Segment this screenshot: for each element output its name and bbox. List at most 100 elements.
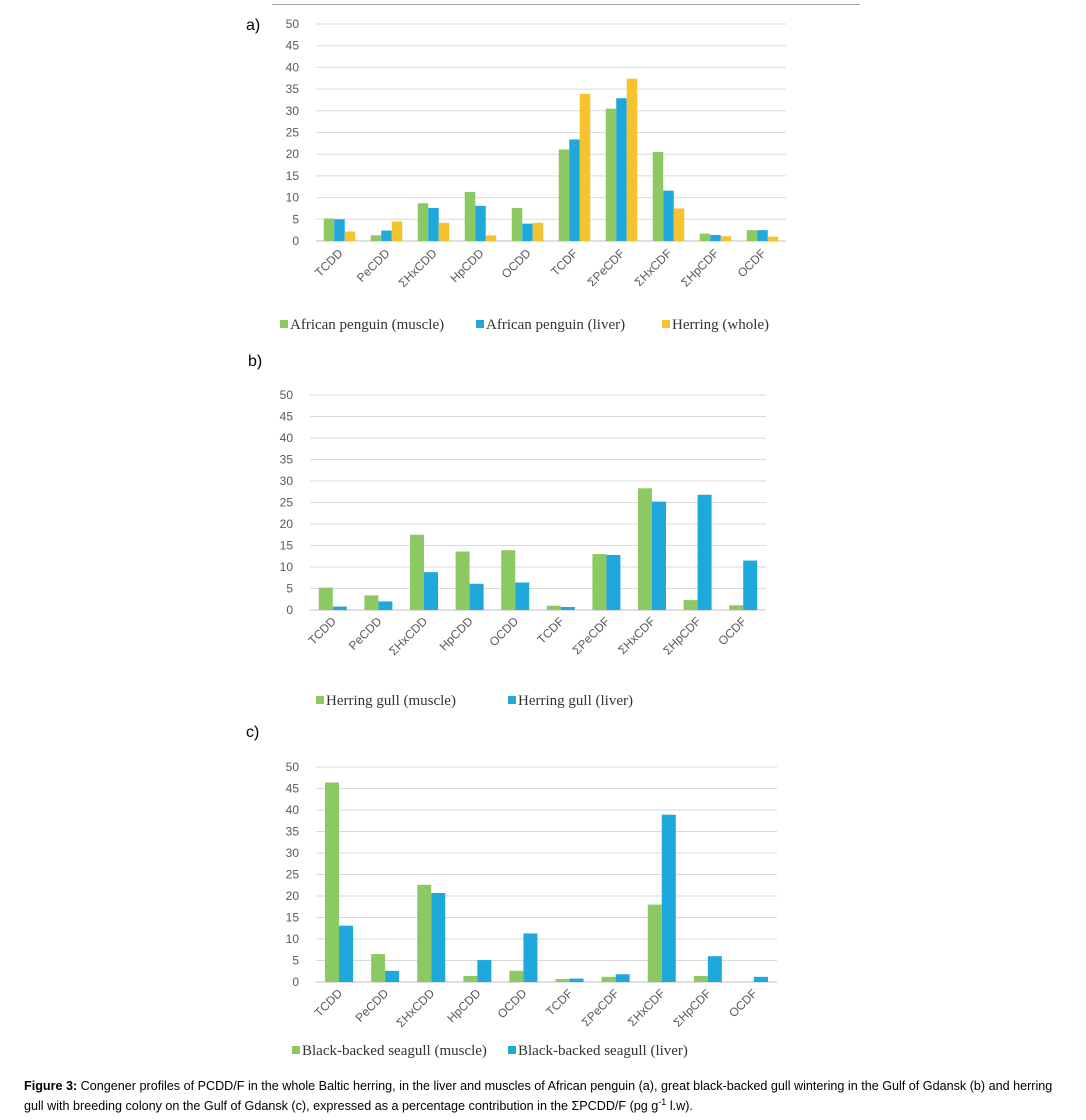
- chart-panel-1: a) 0 5 10 15 20 25 30 35 40 45 50 TCDD PeCDD ΣHxCDD HpC…: [246, 17, 786, 333]
- bar-ΣHpCDF-1: [693, 975, 708, 982]
- y-tick-label: 0: [292, 975, 299, 989]
- y-tick-label: 25: [286, 126, 300, 140]
- bar-OCDF-2: [743, 560, 758, 610]
- bar-OCDD-1: [509, 970, 524, 982]
- bar-OCDD-2: [515, 582, 530, 610]
- bar-ΣHxCDF-1: [638, 488, 652, 610]
- y-tick-label: 0: [286, 603, 293, 617]
- bar-HpCDD-1: [464, 191, 476, 241]
- bar-ΣPeCDF-1: [592, 554, 607, 610]
- bar-ΣPeCDF-3: [626, 78, 638, 242]
- bar-ΣHpCDF-2: [697, 494, 712, 610]
- x-tick-label: OCDF: [735, 246, 769, 280]
- bar-TCDF-1: [546, 605, 561, 610]
- bar-ΣHxCDD-3: [438, 222, 450, 241]
- bar-HpCDD-3: [485, 235, 497, 241]
- x-tick-label: PeCDD: [346, 614, 385, 653]
- bar-OCDF-3: [767, 236, 779, 241]
- y-tick-label: 15: [280, 539, 294, 553]
- legend-swatch: [508, 696, 516, 704]
- bar-OCDD-2: [523, 933, 538, 982]
- x-tick-label: ΣHpCDF: [671, 986, 714, 1029]
- bar-TCDD-2: [332, 606, 347, 610]
- x-tick-label: ΣHxCDD: [393, 986, 437, 1030]
- x-tick-label: ΣPeCDF: [570, 614, 613, 657]
- x-tick-label: ΣHxCDD: [386, 614, 430, 658]
- bar-ΣHxCDD-1: [417, 203, 429, 241]
- y-tick-label: 45: [286, 782, 300, 796]
- caption-text-end: l.w).: [666, 1099, 693, 1114]
- y-tick-label: 35: [280, 453, 294, 467]
- bar-OCDF-1: [729, 605, 744, 610]
- chart-panel-2: b) 0 5 10 15 20 25 30 35 40 45 50 TCDD PeCDD ΣHxCDD HpC…: [248, 353, 766, 709]
- bar-OCDD-2: [522, 223, 533, 241]
- bar-TCDD-3: [344, 231, 356, 241]
- y-tick-label: 25: [286, 868, 300, 882]
- panel-label: b): [248, 353, 262, 370]
- x-tick-label: TCDD: [312, 246, 346, 280]
- bar-TCDD-2: [339, 925, 354, 982]
- y-tick-label: 40: [286, 60, 300, 74]
- x-tick-label: TCDD: [305, 614, 339, 648]
- bar-ΣHxCDD-2: [428, 208, 439, 241]
- y-tick-label: 40: [280, 431, 294, 445]
- bar-ΣHpCDF-2: [710, 234, 721, 241]
- bar-TCDD-1: [325, 782, 340, 982]
- bar-OCDF-1: [746, 230, 758, 241]
- x-tick-label: ΣHxCDD: [396, 246, 440, 290]
- x-tick-label: ΣPeCDF: [585, 246, 628, 289]
- bar-ΣPeCDF-2: [616, 98, 627, 242]
- x-tick-label: OCDD: [486, 614, 521, 649]
- legend-label: African penguin (liver): [486, 317, 625, 333]
- bar-ΣHxCDD-1: [417, 884, 432, 982]
- bar-HpCDD-1: [463, 975, 478, 982]
- bar-ΣPeCDF-1: [601, 976, 616, 982]
- x-tick-label: ΣHpCDF: [678, 246, 721, 289]
- x-tick-label: ΣHxCDF: [615, 614, 658, 657]
- x-tick-label: OCDF: [715, 614, 749, 648]
- bar-HpCDD-2: [475, 205, 486, 241]
- bar-ΣHpCDF-3: [720, 236, 732, 241]
- bar-OCDD-1: [501, 550, 516, 610]
- y-tick-label: 35: [286, 825, 300, 839]
- bar-OCDD-3: [532, 222, 544, 241]
- bar-ΣHxCDD-2: [431, 892, 446, 982]
- legend-swatch: [292, 1046, 300, 1054]
- y-tick-label: 50: [286, 17, 300, 31]
- x-tick-label: HpCDD: [447, 246, 486, 285]
- caption-label: Figure 3:: [24, 1079, 78, 1093]
- y-tick-label: 50: [280, 388, 294, 402]
- legend-label: Black-backed seagull (muscle): [302, 1043, 487, 1059]
- legend-label: Herring gull (muscle): [326, 693, 456, 709]
- bar-ΣPeCDF-1: [605, 108, 617, 241]
- x-tick-label: TCDF: [534, 614, 567, 647]
- y-tick-label: 30: [286, 846, 300, 860]
- bar-ΣHxCDF-3: [673, 208, 685, 241]
- y-tick-label: 10: [280, 560, 294, 574]
- x-tick-label: HpCDD: [437, 614, 476, 653]
- bar-ΣHxCDD-2: [424, 572, 438, 610]
- bar-ΣHxCDF-1: [647, 904, 662, 982]
- bar-OCDD-1: [511, 208, 523, 241]
- bar-TCDD-1: [323, 218, 335, 241]
- legend-swatch: [280, 320, 288, 328]
- y-tick-label: 20: [286, 147, 300, 161]
- bar-PeCDD-1: [371, 954, 386, 982]
- x-tick-label: PeCDD: [353, 986, 392, 1025]
- x-tick-label: OCDD: [495, 986, 530, 1021]
- y-tick-label: 20: [280, 517, 294, 531]
- panel-label: c): [246, 724, 259, 741]
- panel-label: a): [246, 17, 260, 34]
- bar-ΣHxCDF-1: [652, 152, 664, 241]
- legend-swatch: [316, 696, 324, 704]
- y-tick-label: 10: [286, 932, 300, 946]
- bar-HpCDD-2: [477, 960, 492, 982]
- top-rule: [272, 4, 860, 5]
- bar-ΣHxCDF-2: [663, 190, 674, 241]
- bar-ΣPeCDF-2: [606, 554, 621, 610]
- bar-ΣHpCDF-2: [707, 956, 722, 982]
- y-tick-label: 30: [286, 104, 300, 118]
- bar-TCDD-1: [318, 587, 333, 610]
- y-tick-label: 30: [280, 474, 294, 488]
